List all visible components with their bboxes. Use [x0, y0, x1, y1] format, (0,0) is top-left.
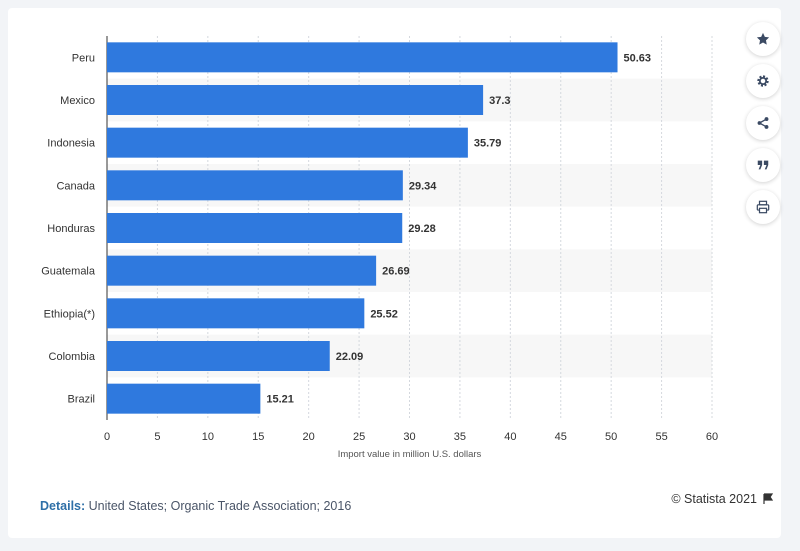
category-label: Peru — [72, 52, 95, 64]
share-button[interactable] — [746, 106, 780, 140]
x-tick-label: 35 — [454, 431, 466, 443]
value-label: 25.52 — [370, 308, 398, 320]
value-label: 15.21 — [266, 394, 294, 406]
bar — [107, 85, 484, 115]
details-link[interactable]: Details: — [40, 499, 86, 513]
x-tick-label: 30 — [403, 431, 415, 443]
value-label: 35.79 — [474, 138, 502, 150]
bar — [107, 341, 330, 371]
value-label: 26.69 — [382, 266, 410, 278]
cite-button[interactable] — [746, 148, 780, 182]
category-label: Mexico — [60, 95, 95, 107]
credit-text: © Statista 2021 — [671, 492, 757, 506]
value-label: 29.34 — [409, 180, 437, 192]
print-button[interactable] — [746, 190, 780, 224]
value-label: 29.28 — [408, 223, 436, 235]
category-label: Brazil — [67, 394, 95, 406]
x-tick-label: 10 — [202, 431, 214, 443]
value-label: 22.09 — [336, 351, 364, 363]
bar — [107, 42, 618, 73]
x-tick-label: 20 — [303, 431, 315, 443]
share-icon — [757, 117, 769, 129]
x-tick-label: 45 — [555, 431, 567, 443]
x-tick-label: 60 — [706, 431, 718, 443]
toolbar — [746, 22, 782, 232]
bar — [107, 213, 403, 243]
settings-button[interactable] — [746, 64, 780, 98]
quote-icon — [757, 160, 769, 170]
x-tick-label: 50 — [605, 431, 617, 443]
value-label: 50.63 — [624, 52, 652, 64]
x-tick-label: 40 — [504, 431, 516, 443]
details-text: United States; Organic Trade Association… — [85, 499, 352, 513]
print-icon — [756, 200, 770, 214]
statista-credit[interactable]: © Statista 2021 — [671, 492, 774, 506]
bar — [107, 127, 468, 158]
favorite-button[interactable] — [746, 22, 780, 56]
x-tick-label: 5 — [154, 431, 160, 443]
star-icon — [756, 32, 770, 45]
bar — [107, 383, 261, 414]
bar — [107, 170, 403, 201]
bar — [107, 255, 377, 286]
category-label: Guatemala — [41, 266, 96, 278]
x-tick-label: 0 — [104, 431, 110, 443]
x-tick-label: 55 — [655, 431, 667, 443]
category-label: Indonesia — [47, 138, 96, 150]
category-label: Honduras — [47, 223, 95, 235]
bar — [107, 298, 365, 329]
flag-icon — [763, 493, 774, 504]
category-label: Colombia — [49, 351, 96, 363]
x-tick-label: 15 — [252, 431, 264, 443]
gear-icon — [757, 75, 769, 87]
category-label: Canada — [56, 180, 95, 192]
x-axis-title: Import value in million U.S. dollars — [338, 449, 482, 460]
value-label: 37.3 — [489, 95, 510, 107]
source-details: Details: United States; Organic Trade As… — [40, 499, 351, 513]
category-label: Ethiopia(*) — [44, 308, 95, 320]
x-tick-label: 25 — [353, 431, 365, 443]
